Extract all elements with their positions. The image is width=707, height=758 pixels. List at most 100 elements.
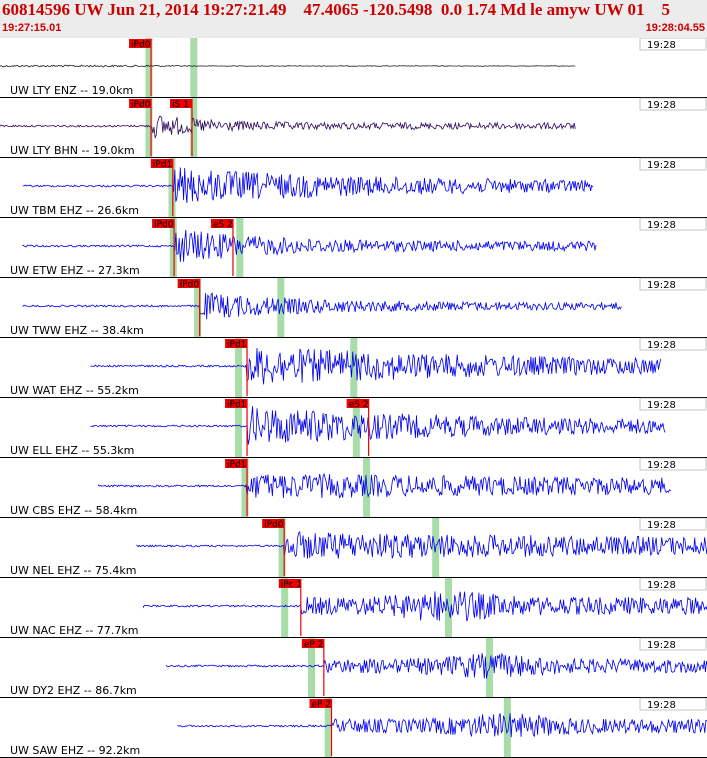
time-label-box [639, 577, 707, 591]
channel-panel-nac-ehz: 19:28 iPc 1 UW NAC EHZ -- 77.7km [0, 577, 707, 638]
channel-panel-lty-bhn: 19:28 iPd0 iS 1 UW LTY BHN -- 19.0km [0, 97, 707, 158]
time-label: 19:28 [647, 580, 676, 591]
channel-panel-ell-ehz: 19:28 iPd1 eS 2 UW ELL EHZ -- 55.3km [0, 397, 707, 458]
pick-label: iS 1 [172, 100, 189, 110]
channel-panel-etw-ehz: 19:28 iPd0 eS 2 UW ETW EHZ -- 27.3km [0, 217, 707, 278]
time-label: 19:28 [647, 520, 676, 531]
time-label-box [639, 38, 707, 51]
time-label-box [639, 697, 707, 711]
channel-label: UW NAC EHZ -- 77.7km [10, 624, 138, 637]
theoretical-arrival-mark [352, 398, 360, 457]
channel-panel-saw-ehz: 19:28 eP 2 UW SAW EHZ -- 92.2km [0, 697, 707, 758]
time-label: 19:28 [647, 400, 676, 411]
time-label-box [639, 337, 707, 351]
pick-flag [301, 639, 324, 648]
theoretical-arrival-mark [241, 458, 249, 517]
pick-label: iPd1 [227, 400, 246, 410]
channel-label: UW NEL EHZ -- 75.4km [10, 564, 137, 577]
pick-label: eS 2 [213, 220, 233, 230]
waveform-trace [22, 167, 594, 204]
time-label-box [639, 637, 707, 651]
pick-flag [210, 219, 233, 228]
pick-label: iPc 1 [281, 580, 302, 590]
pick-label: eS 2 [349, 400, 369, 410]
waveform-trace [166, 652, 707, 679]
channel-panel-dy2-ehz: 19:28 eP 2 UW DY2 EHZ -- 86.7km [0, 637, 707, 698]
time-label-box [639, 97, 707, 111]
pick-flag [346, 399, 369, 408]
theoretical-arrival-mark [190, 38, 198, 97]
waveform-trace [90, 347, 662, 385]
channel-panel-nel-ehz: 19:28 iPd0 UW NEL EHZ -- 75.4km [0, 517, 707, 578]
time-label: 19:28 [647, 280, 676, 291]
pick-flag [225, 339, 248, 348]
channel-label: UW DY2 EHZ -- 86.7km [10, 684, 137, 697]
pick-label: iPd0 [154, 220, 174, 230]
pick-flag [262, 519, 285, 528]
event-title: 60814596 UW Jun 21, 2014 19:27:21.49 47.… [2, 0, 671, 19]
channel-panel-wat-ehz: 19:28 iPd1 UW WAT EHZ -- 55.2km [0, 337, 707, 398]
theoretical-arrival-mark [324, 698, 332, 757]
time-label: 19:28 [647, 40, 676, 51]
time-label-box [639, 517, 707, 531]
channel-label: UW CBS EHZ -- 58.4km [10, 504, 137, 517]
time-label: 19:28 [647, 700, 676, 711]
time-label-box [639, 277, 707, 291]
channel-label: UW WAT EHZ -- 55.2km [10, 384, 139, 397]
theoretical-arrival-mark [350, 338, 358, 397]
pick-label: iPd1 [153, 160, 172, 170]
pick-flag [170, 99, 192, 108]
waveform-trace [0, 115, 576, 140]
waveform-trace [177, 713, 707, 738]
pick-label: eP 2 [304, 640, 324, 650]
start-time: 19:27:15.01 [2, 22, 62, 34]
channel-label: UW ETW EHZ -- 27.3km [10, 264, 140, 277]
theoretical-arrival-mark [278, 518, 286, 577]
pick-label: iPd1 [227, 340, 246, 350]
channel-panel-tww-ehz: 19:28 iPd0 UW TWW EHZ -- 38.4km [0, 277, 707, 338]
theoretical-arrival-mark [281, 578, 289, 637]
waveform-trace [136, 531, 707, 559]
end-time: 19:28:04.55 [645, 22, 705, 34]
waveform-trace [143, 591, 707, 622]
theoretical-arrival-mark [168, 158, 176, 217]
pick-label: iPd0 [131, 100, 151, 110]
theoretical-arrival-mark [194, 278, 202, 337]
pick-flag [278, 579, 301, 588]
channel-label: UW LTY ENZ -- 19.0km [10, 84, 133, 97]
channel-label: UW LTY BHN -- 19.0km [10, 144, 135, 157]
theoretical-arrival-mark [277, 278, 285, 337]
waveform-trace [22, 229, 597, 262]
theoretical-arrival-mark [235, 338, 243, 397]
theoretical-arrival-mark [169, 218, 177, 277]
time-label-box [639, 457, 707, 471]
time-label: 19:28 [647, 100, 676, 111]
seismogram-plot: 19:28 iPd0 UW LTY ENZ -- 19.0km 19:28 iPd0 iS… [0, 38, 707, 758]
time-label: 19:28 [647, 220, 676, 231]
channel-label: UW ELL EHZ -- 55.3km [10, 444, 134, 457]
time-label: 19:28 [647, 160, 676, 171]
pick-flag [129, 39, 152, 48]
pick-label: iPd0 [264, 520, 284, 530]
time-label-box [639, 157, 707, 171]
time-label: 19:28 [647, 460, 676, 471]
time-label: 19:28 [647, 340, 676, 351]
pick-flag [177, 279, 200, 288]
pick-label: iPd1 [227, 460, 246, 470]
channel-panel-lty-enz: 19:28 iPd0 UW LTY ENZ -- 19.0km [0, 38, 707, 98]
theoretical-arrival-mark [145, 38, 153, 97]
theoretical-arrival-mark [503, 698, 511, 757]
pick-label: iPd0 [131, 40, 151, 50]
time-label-box [639, 217, 707, 231]
waveform-trace [0, 64, 576, 68]
time-label-box [639, 397, 707, 411]
header-bar: 60814596 UW Jun 21, 2014 19:27:21.49 47.… [0, 0, 707, 38]
channel-label: UW TWW EHZ -- 38.4km [10, 324, 144, 337]
waveform-trace [98, 472, 671, 499]
time-label: 19:28 [647, 640, 676, 651]
pick-flag [225, 459, 248, 468]
pick-flag [129, 99, 152, 108]
channel-panel-cbs-ehz: 19:28 iPd1 UW CBS EHZ -- 58.4km [0, 457, 707, 518]
pick-flag [152, 219, 175, 228]
theoretical-arrival-mark [145, 98, 153, 157]
